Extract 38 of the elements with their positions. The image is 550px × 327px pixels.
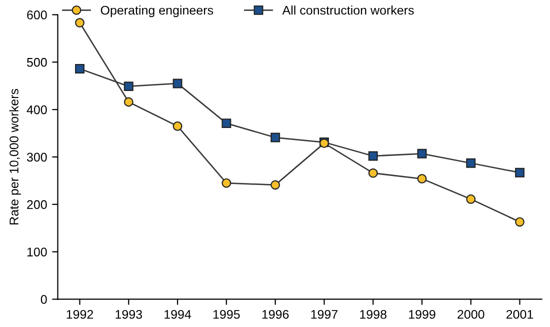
x-tick-label: 1995 — [213, 310, 240, 319]
point — [75, 64, 84, 74]
point — [75, 18, 84, 28]
point — [222, 118, 232, 128]
point — [466, 158, 476, 168]
point — [124, 97, 134, 107]
point — [172, 121, 182, 131]
point — [270, 180, 280, 190]
y-tick-label: 300 — [26, 152, 47, 162]
x-tick-label: 1999 — [409, 310, 436, 319]
y-tick-label: 600 — [27, 10, 47, 20]
point — [124, 82, 134, 92]
y-tick-label: 0 — [40, 295, 47, 304]
x-tick-label: 1997 — [311, 310, 338, 319]
point — [172, 78, 182, 88]
y-tick-label: 400 — [26, 105, 47, 114]
x-tick-label: 1992 — [66, 310, 94, 319]
point — [466, 194, 476, 204]
x-tick-label: 1993 — [116, 310, 142, 319]
x-tick-label: 1998 — [360, 310, 386, 319]
x-tick-label: 1996 — [262, 310, 289, 319]
point — [368, 151, 378, 161]
point — [222, 178, 232, 188]
x-tick-label: 2000 — [458, 310, 484, 319]
y-axis-title: Rate per 10,000 workers — [9, 88, 21, 224]
x-tick-label: 2001 — [506, 310, 534, 319]
point — [417, 148, 427, 158]
y-tick-label: 100 — [27, 248, 47, 256]
point — [368, 168, 378, 178]
point — [515, 217, 524, 227]
point — [417, 174, 427, 184]
y-tick-label: 500 — [26, 58, 47, 67]
point — [270, 132, 280, 142]
x-tick-label: 1994 — [164, 310, 192, 319]
legend-label: Operating engineers — [100, 5, 214, 18]
y-tick-label: 200 — [27, 200, 47, 210]
legend-label: All construction workers — [282, 5, 414, 15]
point — [515, 168, 524, 178]
